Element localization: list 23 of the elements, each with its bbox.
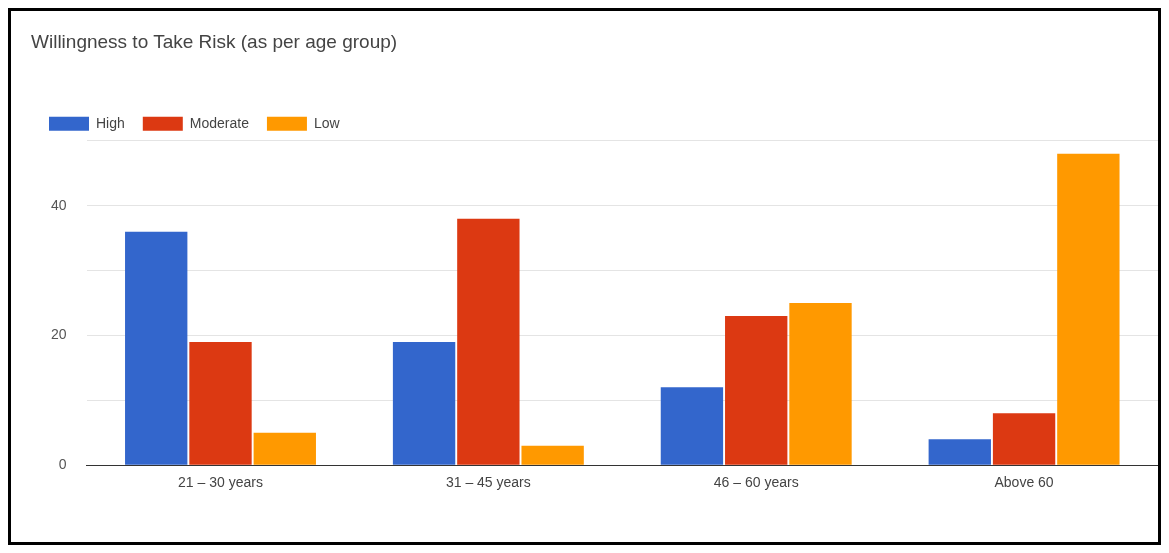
bar — [789, 303, 852, 465]
x-tick-label: 31 – 45 years — [445, 474, 531, 491]
legend-label: Moderate — [189, 114, 250, 131]
bar — [1057, 153, 1120, 465]
bar — [253, 432, 316, 465]
bar — [928, 439, 991, 465]
bar — [521, 445, 584, 465]
legend-label: Low — [313, 114, 341, 131]
y-tick-label: 20 — [50, 326, 67, 343]
bar — [660, 387, 724, 465]
x-tick-label: Above 60 — [994, 474, 1054, 491]
y-tick-label: 40 — [50, 196, 67, 213]
x-tick-label: 21 – 30 years — [178, 474, 263, 491]
bar — [125, 231, 188, 465]
bar — [392, 341, 456, 465]
bar — [457, 218, 520, 465]
x-tick-label: 46 – 60 years — [713, 474, 799, 491]
bar — [189, 341, 252, 465]
bar — [725, 315, 788, 465]
chart-title: Willingness to Take Risk (as per age group) — [31, 30, 398, 52]
y-tick-label: 0 — [58, 456, 67, 473]
bar — [992, 413, 1056, 465]
legend-label: High — [96, 114, 125, 131]
